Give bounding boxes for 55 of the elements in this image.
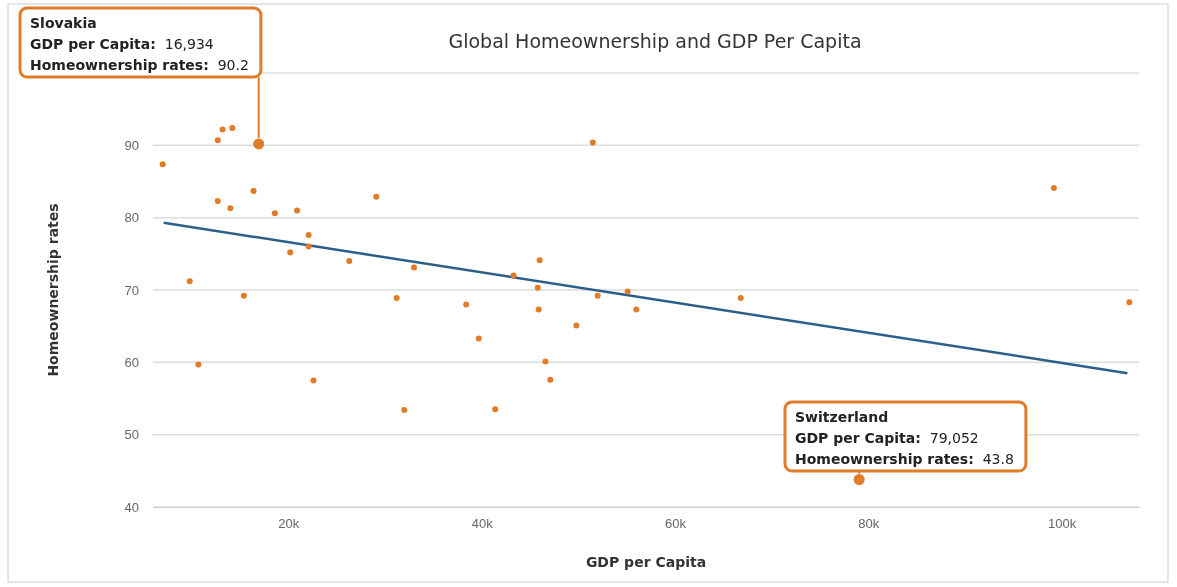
point xyxy=(219,126,226,133)
point xyxy=(271,210,278,217)
x-axis-title: GDP per Capita xyxy=(585,554,707,570)
point xyxy=(305,243,312,250)
point xyxy=(463,301,470,308)
y-tick-label: 70 xyxy=(124,282,139,298)
point xyxy=(510,272,517,279)
point xyxy=(589,139,596,146)
point xyxy=(573,322,580,329)
point xyxy=(214,137,221,144)
x-tick-label: 40k xyxy=(471,516,494,532)
annotation: Switzerland GDP per Capita: 79,052 Homeownership rates: 43.8 xyxy=(795,409,1014,467)
y-tick-label: 90 xyxy=(124,137,139,153)
point xyxy=(214,198,221,205)
y-axis-title: Homeownership rates xyxy=(45,203,61,377)
point xyxy=(1126,299,1133,306)
point xyxy=(186,278,193,285)
tooltip-box: Switzerland GDP per Capita: 79,052 Homeownership rates: 43.8 xyxy=(783,400,1028,475)
point xyxy=(227,205,234,212)
x-tick-label: 20k xyxy=(278,516,300,532)
point xyxy=(633,306,640,313)
point xyxy=(492,406,499,413)
point xyxy=(240,292,247,299)
point xyxy=(410,264,418,271)
point xyxy=(594,292,601,299)
y-tick-label: 60 xyxy=(124,354,139,370)
point xyxy=(310,377,317,384)
point xyxy=(535,306,542,313)
x-tick-label: 100k xyxy=(1048,516,1077,532)
y-tick-label: 80 xyxy=(124,210,139,226)
point xyxy=(305,232,312,239)
point xyxy=(1050,185,1057,192)
point xyxy=(393,294,400,301)
point xyxy=(287,249,294,256)
point xyxy=(294,207,301,214)
point xyxy=(401,407,408,414)
point xyxy=(536,257,543,264)
point xyxy=(534,284,541,291)
point xyxy=(346,258,353,265)
annotation: Slovakia GDP per Capita: 16,934 Homeownership rates: 90.2 xyxy=(30,15,249,73)
y-tick-label: 50 xyxy=(124,427,139,443)
point xyxy=(229,124,236,131)
point xyxy=(547,376,554,383)
point xyxy=(195,361,202,368)
point xyxy=(542,358,549,365)
point xyxy=(737,294,744,301)
chart-title: Global Homeownership and GDP Per Capita xyxy=(448,30,862,52)
point xyxy=(373,193,380,200)
x-tick-label: 80k xyxy=(858,516,880,532)
x-tick-label: 60k xyxy=(665,516,687,532)
point xyxy=(624,288,631,295)
y-tick-label: 40 xyxy=(124,499,139,515)
point xyxy=(475,335,482,342)
point xyxy=(250,187,257,194)
point xyxy=(159,161,166,168)
